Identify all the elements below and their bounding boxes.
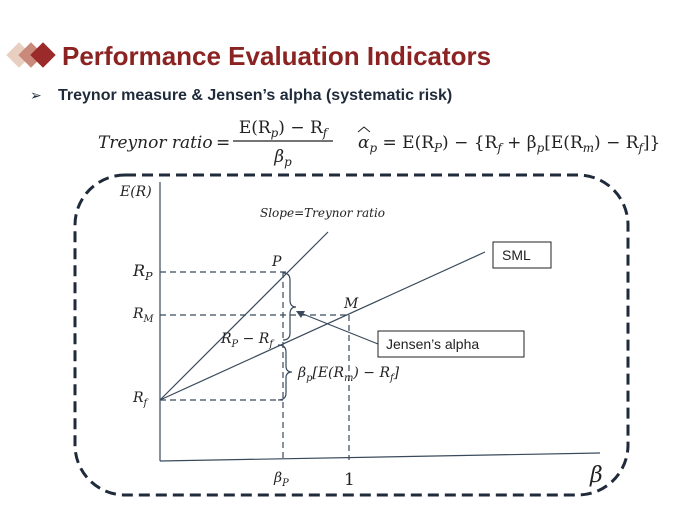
- treynor-line: [159, 231, 329, 401]
- text-part: ) − {R: [442, 133, 499, 153]
- text-part: β: [273, 470, 282, 486]
- text-part: P: [281, 478, 289, 489]
- frame: [73, 173, 630, 497]
- jensen-label: Jensen’s alpha: [386, 336, 479, 352]
- treynor-formula: Treynor ratio = E(Rp) − Rf βp: [98, 118, 333, 169]
- brace-beta: [277, 344, 293, 401]
- diff-label: RP − Rf: [220, 331, 275, 350]
- point-p: P: [271, 254, 282, 270]
- denominator: βp: [273, 147, 292, 169]
- bullet-marker: ➢: [30, 87, 42, 103]
- text-part: p: [306, 373, 313, 384]
- text-part: ) − R: [352, 365, 390, 381]
- text-part: R: [132, 390, 144, 406]
- text-part: R: [220, 331, 232, 347]
- text-part: + β: [502, 133, 537, 153]
- title: Performance Evaluation Indicators: [62, 41, 491, 71]
- text-part: [E(R: [312, 365, 344, 381]
- text-part: P: [433, 141, 443, 155]
- text-part: f: [638, 141, 646, 155]
- text-part: β: [297, 365, 306, 381]
- x-axis-label: β: [589, 463, 603, 488]
- jensen-formula: αp = E(RP) − {Rf + βp[E(Rm) − Rf]}: [357, 126, 660, 155]
- title-icon: [6, 42, 56, 68]
- y-axis-label: E(R): [119, 184, 152, 200]
- text-part: p: [271, 126, 279, 140]
- text-part: = E(R: [377, 133, 435, 153]
- one-label: 1: [344, 470, 355, 490]
- numerator: E(Rp) − Rf: [239, 118, 330, 140]
- jensen-box: [377, 330, 525, 358]
- beta-term-label: βp[E(Rm) − Rf]: [297, 365, 400, 384]
- point-m: M: [343, 296, 359, 312]
- text-part: ]: [393, 365, 400, 381]
- text-part: f: [322, 126, 330, 140]
- text-part: p: [369, 141, 377, 155]
- formula-eq: =: [216, 133, 230, 153]
- text-part: M: [143, 314, 155, 325]
- text-part: − R: [238, 331, 270, 347]
- sml-label: SML: [502, 247, 531, 263]
- formula-label: Treynor ratio: [98, 133, 213, 153]
- text-part: P: [144, 270, 153, 283]
- sml-box: [492, 241, 552, 269]
- text-part: p: [537, 141, 545, 155]
- text-part: p: [284, 155, 292, 169]
- text-part: f: [389, 373, 396, 384]
- arrow: [297, 311, 379, 345]
- text-part: f: [496, 141, 504, 155]
- text-part: R: [132, 306, 144, 322]
- text-part: R: [132, 261, 145, 280]
- text-part: [E(R: [544, 133, 584, 153]
- text-part: ) − R: [278, 118, 324, 138]
- text-part: m: [583, 141, 594, 155]
- text-part: E(R: [239, 118, 272, 138]
- text-part: β: [273, 147, 284, 167]
- bullet-text: Treynor measure & Jensen’s alpha (system…: [58, 87, 452, 104]
- text-part: ]}: [643, 133, 660, 153]
- text-part: f: [143, 398, 150, 409]
- rf-label: Rf: [132, 390, 150, 409]
- text-part: m: [344, 373, 353, 384]
- betap-label: βP: [273, 470, 289, 489]
- text-part: f: [268, 339, 275, 350]
- text-part: ) − R: [594, 133, 640, 153]
- x-axis: [159, 452, 601, 462]
- rm-label: RM: [132, 306, 155, 325]
- text-part: α: [358, 133, 370, 153]
- diagram: E(R) β Slope=Treynor ratio P M RP RM Rf …: [119, 182, 603, 490]
- arrow-head: [296, 311, 305, 318]
- text-part: P: [231, 339, 239, 350]
- rp-label: RP: [132, 261, 153, 283]
- brace-diff: [282, 272, 297, 341]
- slope-label: Slope=Treynor ratio: [260, 206, 385, 220]
- jensen-text: αp = E(RP) − {Rf + βp[E(Rm) − Rf]}: [358, 133, 660, 155]
- sml-line: [159, 251, 486, 401]
